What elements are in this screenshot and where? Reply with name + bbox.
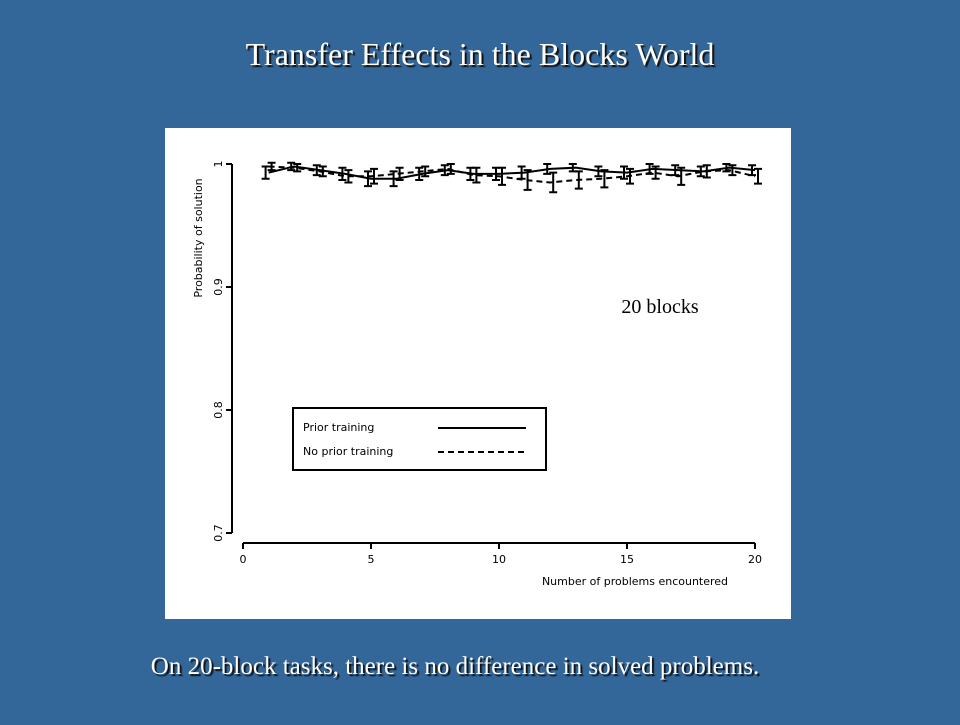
error-bar bbox=[344, 169, 353, 184]
x-tick-label: 0 bbox=[240, 553, 247, 566]
x-tick-label: 15 bbox=[620, 553, 634, 566]
error-bar bbox=[651, 165, 660, 180]
error-bar bbox=[702, 164, 711, 179]
error-bar bbox=[267, 161, 276, 172]
x-tick-label: 5 bbox=[368, 553, 375, 566]
error-bar bbox=[754, 167, 762, 185]
error-bar bbox=[600, 169, 609, 189]
caption: On 20-block tasks, there is no differenc… bbox=[151, 653, 759, 680]
error-bar bbox=[338, 166, 347, 181]
error-bar bbox=[728, 164, 737, 177]
error-bar bbox=[370, 167, 378, 185]
error-bar bbox=[677, 166, 686, 186]
error-bar bbox=[261, 165, 270, 180]
error-bar bbox=[620, 165, 628, 180]
legend-label: Prior training bbox=[303, 421, 374, 434]
error-bar bbox=[415, 166, 424, 181]
error-bar bbox=[549, 171, 558, 194]
error-bar bbox=[287, 161, 296, 172]
error-bar bbox=[671, 164, 680, 177]
annotation: 20 blocks bbox=[621, 296, 698, 318]
y-tick-label: 0.9 bbox=[212, 278, 225, 296]
y-tick-label: 0.8 bbox=[212, 401, 225, 419]
error-bar bbox=[440, 164, 449, 177]
chart-panel bbox=[165, 128, 791, 619]
error-bar bbox=[472, 166, 481, 184]
y-tick-label: 0.7 bbox=[212, 524, 225, 542]
error-bar bbox=[364, 170, 372, 188]
legend-box bbox=[292, 407, 547, 471]
slide-title: Transfer Effects in the Blocks World bbox=[246, 36, 715, 72]
error-bar bbox=[312, 164, 321, 177]
series-line bbox=[268, 165, 756, 180]
error-bar bbox=[498, 166, 506, 186]
error-bar bbox=[395, 166, 404, 181]
error-bar bbox=[574, 170, 583, 190]
error-bar bbox=[594, 165, 603, 178]
legend-label: No prior training bbox=[303, 445, 393, 458]
series-line bbox=[268, 165, 756, 184]
error-bar bbox=[293, 163, 302, 173]
error-bar bbox=[318, 165, 327, 178]
error-bar bbox=[626, 167, 634, 185]
error-bar bbox=[446, 163, 455, 175]
error-bar bbox=[523, 169, 532, 191]
y-axis-label: Probability of solution bbox=[192, 178, 205, 297]
x-tick-label: 20 bbox=[748, 553, 762, 566]
error-bar bbox=[421, 165, 430, 178]
x-tick-label: 10 bbox=[492, 553, 506, 566]
error-bar bbox=[543, 163, 552, 175]
x-axis-label: Number of problems encountered bbox=[542, 575, 728, 588]
y-tick-label: 1 bbox=[212, 161, 225, 168]
